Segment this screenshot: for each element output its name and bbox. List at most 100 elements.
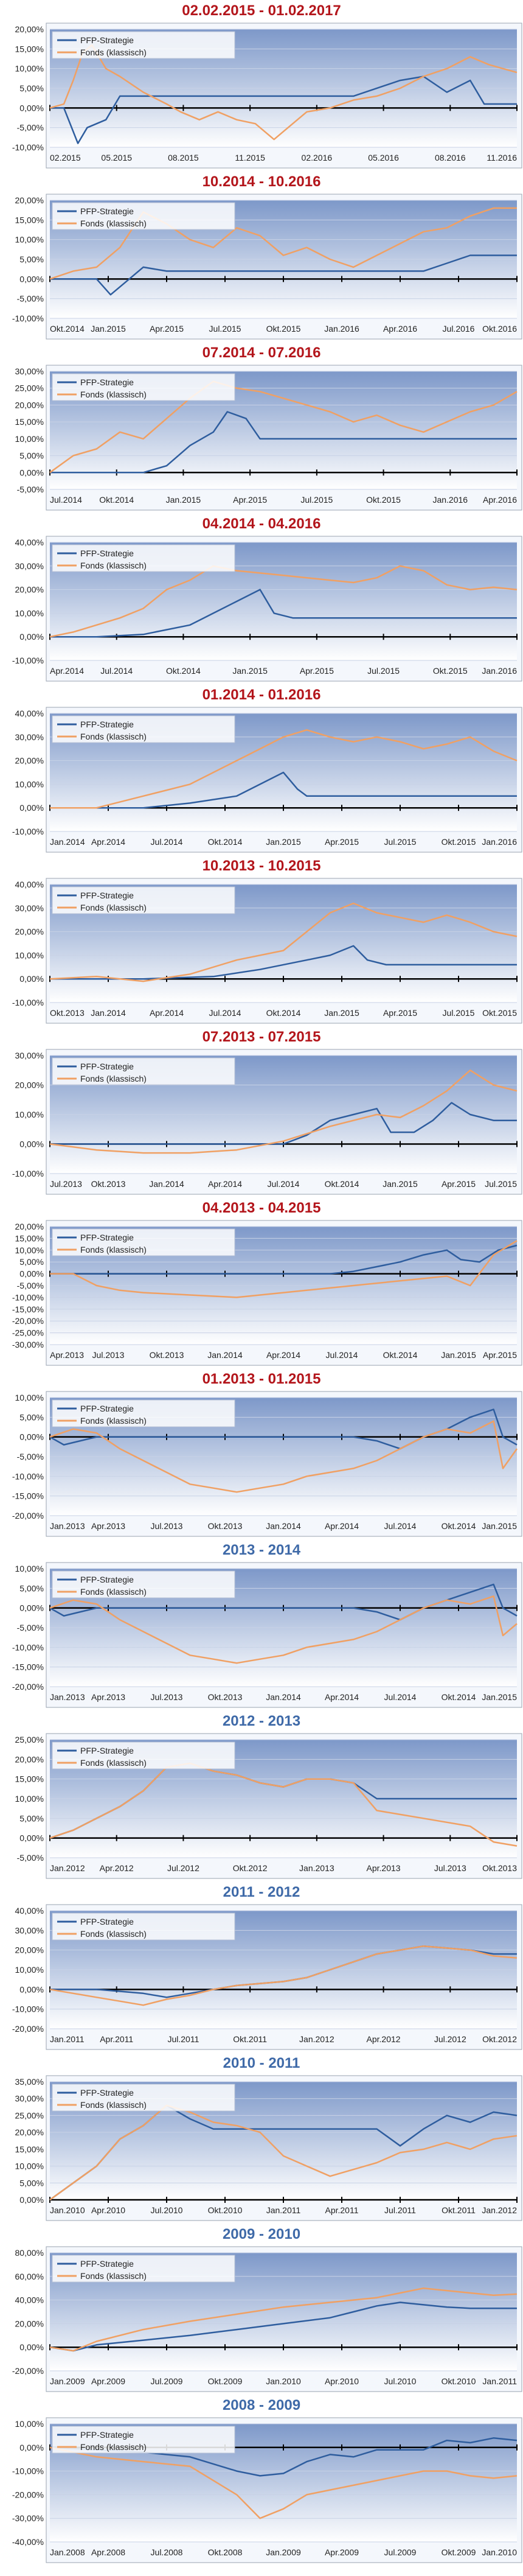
legend-label: Fonds (klassisch) xyxy=(80,1929,147,1939)
series-line-fund xyxy=(49,380,518,474)
legend-label: PFP-Strategie xyxy=(80,548,134,558)
chart-title: 2011 - 2012 xyxy=(223,1884,300,1900)
x-tick-label: Apr.2014 xyxy=(208,1179,242,1189)
x-tick-label: Apr.2014 xyxy=(91,837,125,847)
y-tick-label: -20,00% xyxy=(12,2366,44,2376)
chart-title: 2010 - 2011 xyxy=(223,2055,300,2071)
x-tick-label: Okt.2013 xyxy=(50,1008,85,1018)
x-tick-label: Jul.2014 xyxy=(100,666,133,676)
chart-title: 01.2013 - 01.2015 xyxy=(202,1371,321,1387)
x-tick-label: Apr.2015 xyxy=(300,666,334,676)
line-chart: 20,00% 15,00% 10,00% 5,00% 0,00% -5,00% -10,00… xyxy=(12,23,522,169)
legend-label: PFP-Strategie xyxy=(80,35,134,45)
x-tick-label: Apr.2014 xyxy=(50,666,84,676)
legend-label: PFP-Strategie xyxy=(80,2259,134,2269)
x-tick-label: Jul.2015 xyxy=(367,666,400,676)
y-tick-label: 20,00% xyxy=(15,585,44,595)
series-line-fund xyxy=(49,2446,518,2519)
x-tick-label: Jul.2011 xyxy=(167,2034,199,2044)
y-tick-label: 5,00% xyxy=(19,1412,44,1422)
y-tick-label: 25,00% xyxy=(15,1735,44,1745)
y-tick-label: 0,00% xyxy=(19,632,44,642)
y-tick-label: 0,00% xyxy=(19,1139,44,1149)
x-tick-label: Jan.2011 xyxy=(266,2205,301,2215)
x-tick-label: Okt.2014 xyxy=(99,495,134,505)
x-tick-label: Okt.2013 xyxy=(150,1350,184,1360)
line-chart: 35,00% 30,00% 25,00% 20,00% 15,00% 10,00% 5,00… xyxy=(15,2075,522,2221)
x-tick-label: Okt.2014 xyxy=(266,1008,301,1018)
x-tick-label: Okt.2015 xyxy=(433,666,468,676)
series-line-fund xyxy=(49,1069,518,1154)
y-tick-label: 30,00% xyxy=(15,1925,44,1935)
legend-label: PFP-Strategie xyxy=(80,719,134,729)
legend: PFP-Strategie Fonds (klassisch) xyxy=(52,31,235,59)
legend-label: Fonds (klassisch) xyxy=(80,2271,147,2281)
y-tick-label: 30,00% xyxy=(15,366,44,376)
x-tick-label: Apr.2010 xyxy=(91,2205,125,2215)
x-tick-label: Jul.2013 xyxy=(92,1350,125,1360)
x-tick-label: Jan.2015 xyxy=(482,1521,517,1531)
y-tick-label: -10,00% xyxy=(12,827,44,836)
legend: PFP-Strategie Fonds (klassisch) xyxy=(52,1399,235,1427)
y-tick-label: -40,00% xyxy=(12,2537,44,2547)
x-tick-label: Jan.2015 xyxy=(324,1008,359,1018)
x-tick-label: Apr.2011 xyxy=(100,2034,133,2044)
line-chart: 10,00% 5,00% 0,00% -5,00% -10,00% -15,00% -20,… xyxy=(12,1391,522,1537)
x-tick-label: Okt.2013 xyxy=(482,1863,517,1873)
chart-title: 07.2014 - 07.2016 xyxy=(202,345,321,361)
y-tick-label: 30,00% xyxy=(15,2094,44,2104)
x-tick-label: Jul.2014 xyxy=(384,1521,417,1531)
x-tick-label: Jan.2008 xyxy=(50,2547,85,2557)
y-tick-label: 20,00% xyxy=(15,1080,44,1090)
y-tick-label: 20,00% xyxy=(15,2127,44,2137)
chart-title: 04.2013 - 04.2015 xyxy=(202,1200,321,1216)
y-tick-label: 5,00% xyxy=(19,1813,44,1823)
x-tick-label: Jul.2013 xyxy=(434,1863,466,1873)
y-tick-label: 20,00% xyxy=(15,756,44,766)
series-line-fund xyxy=(49,565,518,638)
legend: PFP-Strategie Fonds (klassisch) xyxy=(52,544,235,572)
y-tick-label: -15,00% xyxy=(12,1491,44,1501)
line-chart: 40,00% 30,00% 20,00% 10,00% 0,00% -10,00% -20,… xyxy=(12,1904,522,2050)
x-tick-label: Jan.2014 xyxy=(266,1692,301,1702)
x-tick-label: Jul.2015 xyxy=(485,1179,517,1189)
line-chart: 10,00% 5,00% 0,00% -5,00% -10,00% -15,00% -20,… xyxy=(12,1562,522,1708)
x-tick-label: Apr.2013 xyxy=(91,1521,125,1531)
y-tick-label: 80,00% xyxy=(15,2248,44,2258)
x-tick-label: Jul.2009 xyxy=(151,2376,183,2386)
y-tick-label: 20,00% xyxy=(15,195,44,205)
x-tick-label: 11.2016 xyxy=(487,153,517,163)
x-tick-label: Jul.2010 xyxy=(151,2205,183,2215)
y-tick-label: 5,00% xyxy=(19,2178,44,2188)
series-line-strategy xyxy=(49,1583,518,1621)
x-tick-label: 05.2016 xyxy=(368,153,399,163)
x-tick-label: Okt.2011 xyxy=(442,2205,476,2215)
line-chart: 80,00% 60,00% 40,00% 20,00% 0,00% -20,00% Jan.… xyxy=(12,2246,522,2392)
y-tick-label: -10,00% xyxy=(12,142,44,152)
y-tick-label: 40,00% xyxy=(15,880,44,889)
series-line-fund xyxy=(49,1762,518,1847)
line-chart: 30,00% 25,00% 20,00% 15,00% 10,00% 5,00% 0,00%… xyxy=(15,365,522,511)
x-tick-label: Jan.2014 xyxy=(266,1521,301,1531)
series-line-strategy xyxy=(50,945,517,980)
y-tick-label: 25,00% xyxy=(15,2110,44,2120)
y-tick-label: 5,00% xyxy=(19,451,44,461)
x-tick-label: Okt.2014 xyxy=(442,1521,476,1531)
x-tick-label: Okt.2009 xyxy=(442,2547,476,2557)
legend-label: Fonds (klassisch) xyxy=(80,1245,147,1255)
legend-label: Fonds (klassisch) xyxy=(80,2442,147,2452)
legend: PFP-Strategie Fonds (klassisch) xyxy=(52,886,235,914)
series-line-strategy xyxy=(49,2301,517,2352)
x-tick-label: Jul.2014 xyxy=(50,495,82,505)
chart-title: 02.02.2015 - 01.02.2017 xyxy=(182,2,341,19)
y-tick-label: 10,00% xyxy=(15,1245,44,1255)
y-tick-label: -20,00% xyxy=(12,1511,44,1521)
y-tick-label: -15,00% xyxy=(12,1304,44,1314)
y-tick-label: 30,00% xyxy=(15,903,44,913)
x-tick-label: Jan.2012 xyxy=(482,2205,517,2215)
legend: PFP-Strategie Fonds (klassisch) xyxy=(52,1913,235,1941)
y-tick-label: 20,00% xyxy=(15,1222,44,1231)
legend-label: Fonds (klassisch) xyxy=(80,2100,147,2110)
x-tick-label: Jul.2015 xyxy=(443,1008,475,1018)
series-line-strategy xyxy=(49,2437,518,2477)
